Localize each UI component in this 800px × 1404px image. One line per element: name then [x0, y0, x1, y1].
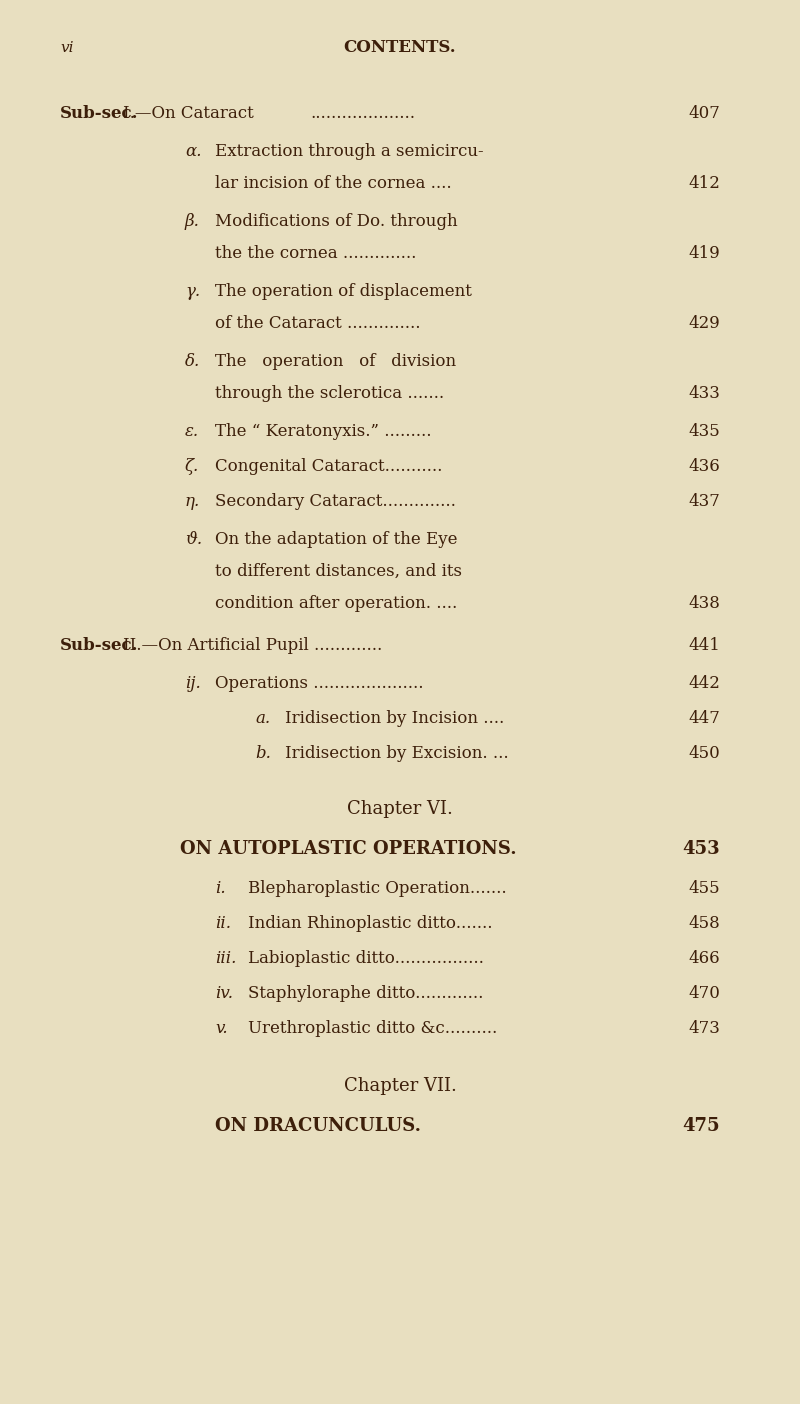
Text: Extraction through a semicircu-: Extraction through a semicircu-	[215, 143, 484, 160]
Text: 473: 473	[688, 1019, 720, 1038]
Text: 458: 458	[688, 915, 720, 932]
Text: Indian Rhinoplastic ditto.......: Indian Rhinoplastic ditto.......	[248, 915, 493, 932]
Text: 447: 447	[688, 710, 720, 727]
Text: δ.: δ.	[185, 352, 200, 371]
Text: ϑ.: ϑ.	[185, 531, 202, 548]
Text: vi: vi	[60, 41, 74, 55]
Text: 429: 429	[688, 314, 720, 331]
Text: 435: 435	[688, 423, 720, 439]
Text: ii.: ii.	[215, 915, 231, 932]
Text: β.: β.	[185, 213, 200, 230]
Text: the the cornea ..............: the the cornea ..............	[215, 246, 416, 263]
Text: condition after operation. ....: condition after operation. ....	[215, 595, 458, 612]
Text: Iridisection by Incision ....: Iridisection by Incision ....	[285, 710, 504, 727]
Text: 436: 436	[688, 458, 720, 475]
Text: Secondary Cataract..............: Secondary Cataract..............	[215, 493, 456, 510]
Text: Labioplastic ditto.................: Labioplastic ditto.................	[248, 951, 484, 967]
Text: Operations .....................: Operations .....................	[215, 675, 423, 692]
Text: 407: 407	[688, 105, 720, 122]
Text: 470: 470	[688, 986, 720, 1002]
Text: 433: 433	[688, 385, 720, 402]
Text: 442: 442	[688, 675, 720, 692]
Text: 419: 419	[688, 246, 720, 263]
Text: through the sclerotica .......: through the sclerotica .......	[215, 385, 444, 402]
Text: Chapter VII.: Chapter VII.	[343, 1077, 457, 1095]
Text: The operation of displacement: The operation of displacement	[215, 284, 472, 300]
Text: 438: 438	[688, 595, 720, 612]
Text: Blepharoplastic Operation.......: Blepharoplastic Operation.......	[248, 880, 506, 897]
Text: The   operation   of   division: The operation of division	[215, 352, 456, 371]
Text: Staphyloraphe ditto.............: Staphyloraphe ditto.............	[248, 986, 483, 1002]
Text: Modifications of Do. through: Modifications of Do. through	[215, 213, 458, 230]
Text: v.: v.	[215, 1019, 228, 1038]
Text: II.—On Artificial Pupil .............: II.—On Artificial Pupil .............	[123, 637, 382, 654]
Text: Sub-sec.: Sub-sec.	[60, 105, 138, 122]
Text: CONTENTS.: CONTENTS.	[344, 39, 456, 56]
Text: Congenital Cataract...........: Congenital Cataract...........	[215, 458, 442, 475]
Text: ij.: ij.	[185, 675, 201, 692]
Text: ζ.: ζ.	[185, 458, 199, 475]
Text: lar incision of the cornea ....: lar incision of the cornea ....	[215, 176, 452, 192]
Text: 437: 437	[688, 493, 720, 510]
Text: of the Cataract ..............: of the Cataract ..............	[215, 314, 421, 331]
Text: to different distances, and its: to different distances, and its	[215, 563, 462, 580]
Text: 466: 466	[688, 951, 720, 967]
Text: ε.: ε.	[185, 423, 199, 439]
Text: 475: 475	[682, 1118, 720, 1134]
Text: On the adaptation of the Eye: On the adaptation of the Eye	[215, 531, 458, 548]
Text: ON DRACUNCULUS.: ON DRACUNCULUS.	[215, 1118, 421, 1134]
Text: ....................: ....................	[310, 105, 415, 122]
Text: i.: i.	[215, 880, 226, 897]
Text: Chapter VI.: Chapter VI.	[347, 800, 453, 819]
Text: 412: 412	[688, 176, 720, 192]
Text: iv.: iv.	[215, 986, 233, 1002]
Text: I.—On Cataract: I.—On Cataract	[123, 105, 254, 122]
Text: The “ Keratonyxis.” .........: The “ Keratonyxis.” .........	[215, 423, 431, 439]
Text: 441: 441	[688, 637, 720, 654]
Text: b.: b.	[255, 746, 271, 762]
Text: 453: 453	[682, 840, 720, 858]
Text: η.: η.	[185, 493, 200, 510]
Text: ON AUTOPLASTIC OPERATIONS.: ON AUTOPLASTIC OPERATIONS.	[180, 840, 517, 858]
Text: Urethroplastic ditto &c..........: Urethroplastic ditto &c..........	[248, 1019, 498, 1038]
Text: iii.: iii.	[215, 951, 236, 967]
Text: 450: 450	[688, 746, 720, 762]
Text: Iridisection by Excision. ...: Iridisection by Excision. ...	[285, 746, 509, 762]
Text: α.: α.	[185, 143, 202, 160]
Text: γ.: γ.	[185, 284, 200, 300]
Text: 455: 455	[688, 880, 720, 897]
Text: Sub-sec.: Sub-sec.	[60, 637, 138, 654]
Text: a.: a.	[255, 710, 270, 727]
